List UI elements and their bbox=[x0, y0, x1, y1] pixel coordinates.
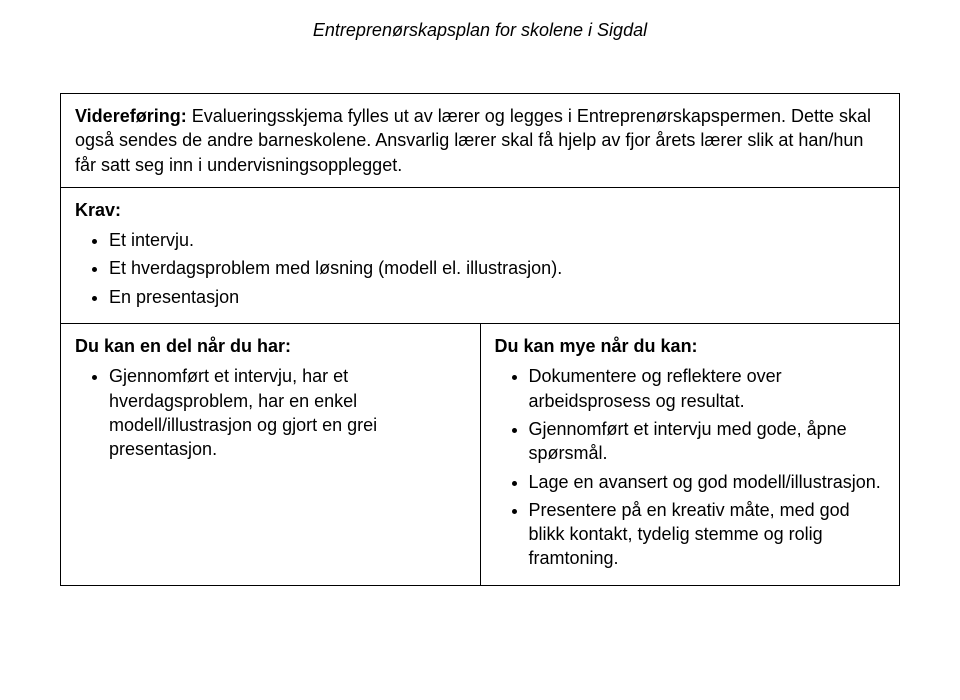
right-list: Dokumentere og reflektere over arbeidspr… bbox=[495, 364, 886, 570]
list-item: Gjennomført et intervju med gode, åpne s… bbox=[529, 417, 886, 466]
left-heading: Du kan en del når du har: bbox=[75, 334, 466, 358]
list-item: Dokumentere og reflektere over arbeidspr… bbox=[529, 364, 886, 413]
row-viderefoering: Videreføring: Evalueringsskjema fylles u… bbox=[61, 94, 900, 188]
list-item: En presentasjon bbox=[109, 285, 885, 309]
list-item: Et intervju. bbox=[109, 228, 885, 252]
row-krav: Krav: Et intervju. Et hverdagsproblem me… bbox=[61, 187, 900, 323]
content-table: Videreføring: Evalueringsskjema fylles u… bbox=[60, 93, 900, 586]
page: Entreprenørskapsplan for skolene i Sigda… bbox=[0, 0, 960, 586]
left-list: Gjennomført et intervju, har et hverdags… bbox=[75, 364, 466, 461]
krav-label: Krav: bbox=[75, 198, 885, 222]
viderefoering-text: Evalueringsskjema fylles ut av lærer og … bbox=[75, 106, 871, 175]
row-right-col: Du kan mye når du kan: Dokumentere og re… bbox=[480, 324, 900, 586]
krav-list: Et intervju. Et hverdagsproblem med løsn… bbox=[75, 228, 885, 309]
list-item: Gjennomført et intervju, har et hverdags… bbox=[109, 364, 466, 461]
viderefoering-label: Videreføring: bbox=[75, 106, 187, 126]
page-header: Entreprenørskapsplan for skolene i Sigda… bbox=[60, 20, 900, 41]
list-item: Et hverdagsproblem med løsning (modell e… bbox=[109, 256, 885, 280]
list-item: Presentere på en kreativ måte, med god b… bbox=[529, 498, 886, 571]
row-left-col: Du kan en del når du har: Gjennomført et… bbox=[61, 324, 481, 586]
list-item: Lage en avansert og god modell/illustras… bbox=[529, 470, 886, 494]
right-heading: Du kan mye når du kan: bbox=[495, 334, 886, 358]
